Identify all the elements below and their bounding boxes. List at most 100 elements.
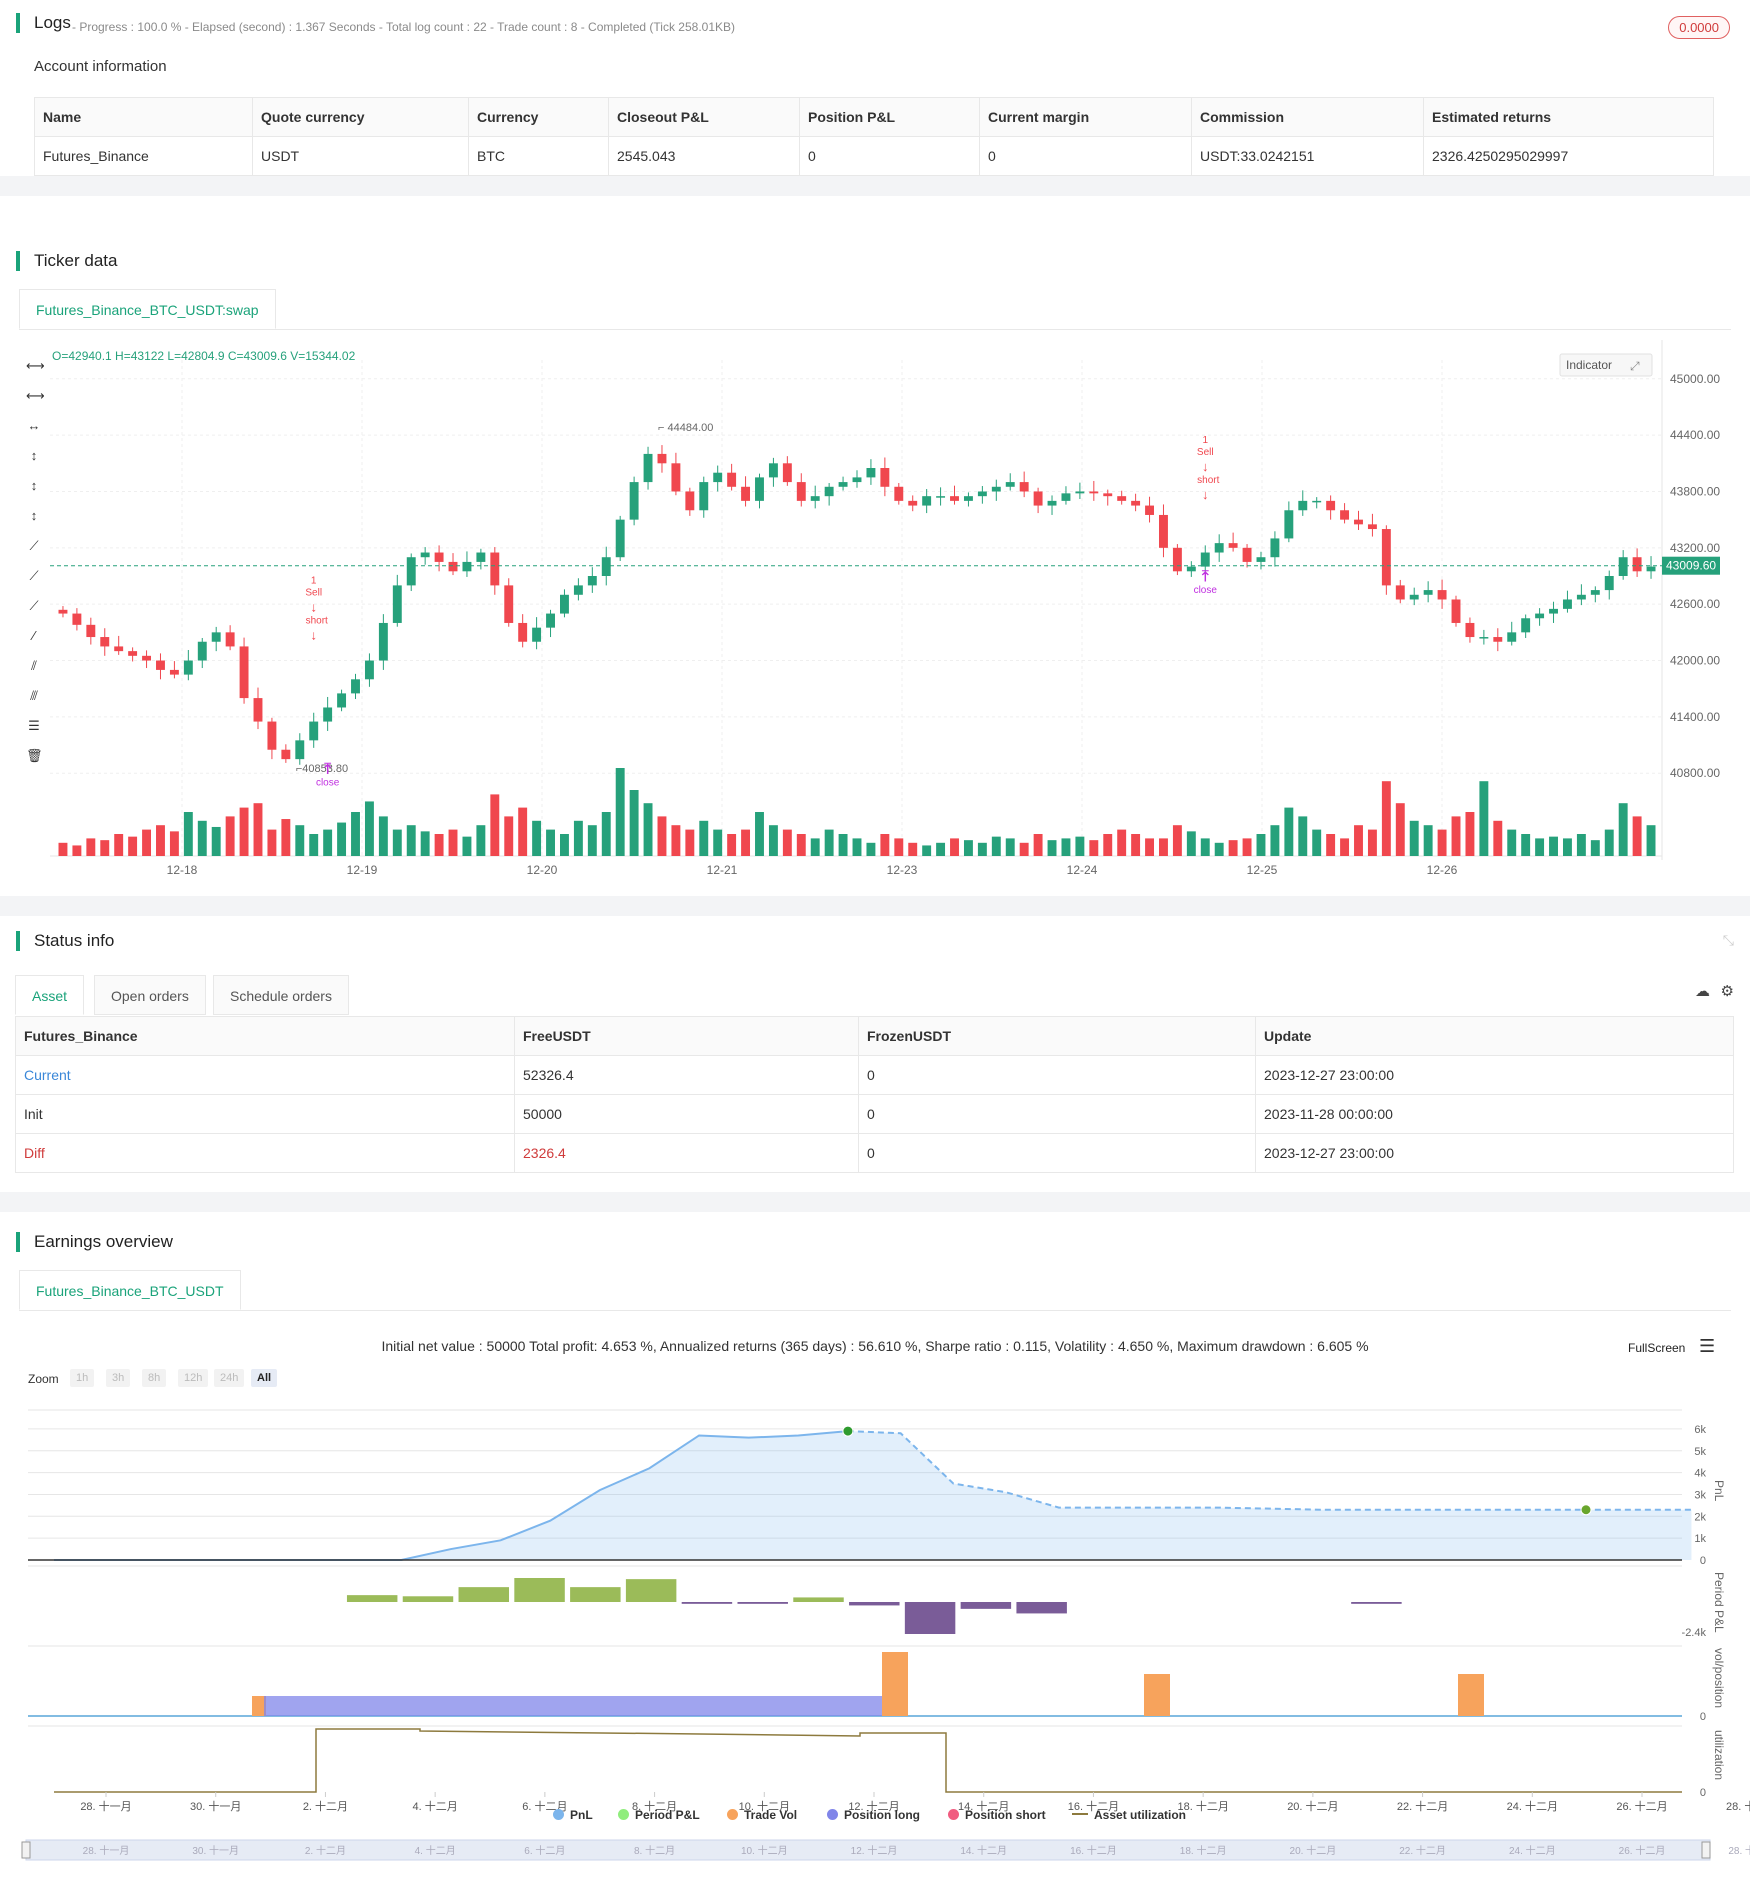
profit-badge: 0.0000 [1668,16,1730,39]
candle-body [1047,500,1057,506]
fib-tool-icon[interactable]: ⫻ [30,688,38,703]
legend-trade-vol[interactable]: Trade Vol [727,1808,797,1822]
zoom-3h-button[interactable]: 3h [106,1369,131,1387]
candle-body [434,552,444,562]
candle-body [1005,482,1015,487]
menu-icon[interactable]: ☰ [1699,1336,1716,1356]
volume-bar [824,829,834,856]
candle-body [1340,510,1350,520]
navigator-left-handle [21,1841,31,1859]
fullscreen-button[interactable]: FullScreen [1628,1341,1686,1355]
volume-bar [1200,838,1210,856]
col-closeout-pnl: Closeout P&L [608,97,800,137]
trade-vol-bar [1144,1674,1170,1716]
pnl-area [54,1431,1692,1560]
candle-body [1354,519,1363,525]
zoom-all-button[interactable]: All [251,1369,278,1387]
collapse-icon[interactable]: ⤡ [1722,932,1734,948]
legend-period-pnl[interactable]: Period P&L [618,1808,700,1822]
candle-body [1033,491,1043,506]
vertical-ray-tool-icon[interactable]: ↕ [30,478,38,493]
candle-body [852,477,862,483]
zoom-1h-button[interactable]: 1h [70,1369,95,1387]
vertical-segment-tool-icon[interactable]: ↕ [30,508,38,523]
navigator-tick-label: 14. 十二月 [960,1844,1007,1857]
horizontal-lines-tool-icon[interactable]: ☰ [28,718,40,733]
tab-open-orders[interactable]: Open orders [94,975,206,1015]
volume-bar [1326,834,1336,856]
volume-bar [1590,840,1600,856]
vertical-line-tool-icon[interactable]: ↕ [30,448,38,463]
volume-bar [810,838,820,856]
tab-asset[interactable]: Asset [15,975,85,1015]
candle-body [1381,529,1391,586]
cell: BTC [468,136,609,176]
time-tick-label: 10. 十二月 [739,1799,790,1813]
candle-body [1521,618,1531,633]
period-pnl-bar [960,1602,1012,1609]
cell: 0 [979,136,1192,176]
period-pnl-bar [570,1587,621,1602]
ray-line-tool-icon[interactable]: ⟋ [29,568,39,583]
volume-bar [1172,825,1182,856]
legend-asset-utilization[interactable]: Asset utilization [1072,1808,1186,1822]
period-pnl-bar [514,1578,565,1602]
trash-icon[interactable]: 🗑 [26,748,43,763]
cloud-download-icon[interactable]: ☁ [1695,983,1710,1000]
navigator-tick-label: 20. 十二月 [1290,1844,1337,1857]
period-pnl-bar [681,1602,733,1604]
trend-line-tool-icon[interactable]: ⟋ [29,538,39,553]
close-label: close [316,778,340,789]
account-header-row: Name Quote currency Currency Closeout P&… [34,97,1714,137]
volume-bar [323,829,333,856]
zoom-24h-button[interactable]: 24h [214,1369,245,1387]
legend-pnl[interactable]: PnL [553,1808,593,1822]
gear-icon[interactable]: ⚙ [1720,983,1734,1000]
zoom-8h-button[interactable]: 8h [142,1369,167,1387]
legend-position-long[interactable]: Position long [827,1808,920,1822]
horizontal-ray-tool-icon[interactable]: ⟷ [26,388,45,403]
candle-body [1618,557,1628,576]
candle-body [1451,599,1461,623]
position-long-bar [264,1696,896,1716]
tab-ticker-symbol[interactable]: Futures_Binance_BTC_USDT:swap [19,289,276,329]
candle-body [1604,576,1614,591]
col-estimated-returns: Estimated returns [1423,97,1714,137]
volume-bar [1284,807,1294,856]
price-line-tool-icon[interactable]: ⁄ [32,628,36,643]
tab-schedule-orders[interactable]: Schedule orders [213,975,349,1015]
parallel-channel-tool-icon[interactable]: ⫽ [31,658,37,673]
legend-position-short[interactable]: Position short [948,1808,1046,1822]
candle-body [1103,493,1113,497]
candlestick-chart[interactable]: 45000.00 44400.00 43800.00 43200.00 42600.00… [0,340,1750,900]
trade-vol-bar [882,1652,908,1716]
volume-bar [197,820,207,856]
close-label: close [1194,585,1218,596]
volume-bar [671,825,681,856]
short-arrow-icon: ↓ [1202,487,1209,502]
earnings-chart[interactable]: 6k 5k 4k 3k 2k 1k 0 PnL -2.4k Period P&L 0 vol/posi… [0,1400,1750,1880]
candle-body [727,472,737,487]
tab-earnings-symbol[interactable]: Futures_Binance_BTC_USDT [19,1270,241,1310]
row-label-current[interactable]: Current [15,1055,515,1095]
candle-body [1590,590,1600,595]
candle-body [671,463,681,492]
sell-arrow-icon: ↓ [1202,459,1209,474]
volume-bar [1562,838,1572,856]
segment-tool-icon[interactable]: ⟋ [29,598,39,613]
time-tick-label: 12-25 [1247,863,1278,877]
zoom-12h-button[interactable]: 12h [178,1369,209,1387]
volume-bar [518,807,528,856]
pnl-tick-label: 1k [1694,1533,1706,1545]
horizontal-segment-tool-icon[interactable]: ↔ [27,418,41,433]
row-label-diff: Diff [15,1133,515,1173]
util-axis-title: utilization [1712,1730,1726,1780]
time-tick-label: 28. 十一月 [80,1799,131,1813]
tab-divider [19,329,1731,330]
volume-bar [267,829,277,856]
volume-bar [1186,831,1196,856]
legend-period-pnl-icon [618,1809,629,1820]
horizontal-line-tool-icon[interactable]: ⟷ [26,358,45,373]
volume-bar [462,836,472,856]
candle-body [699,482,709,511]
